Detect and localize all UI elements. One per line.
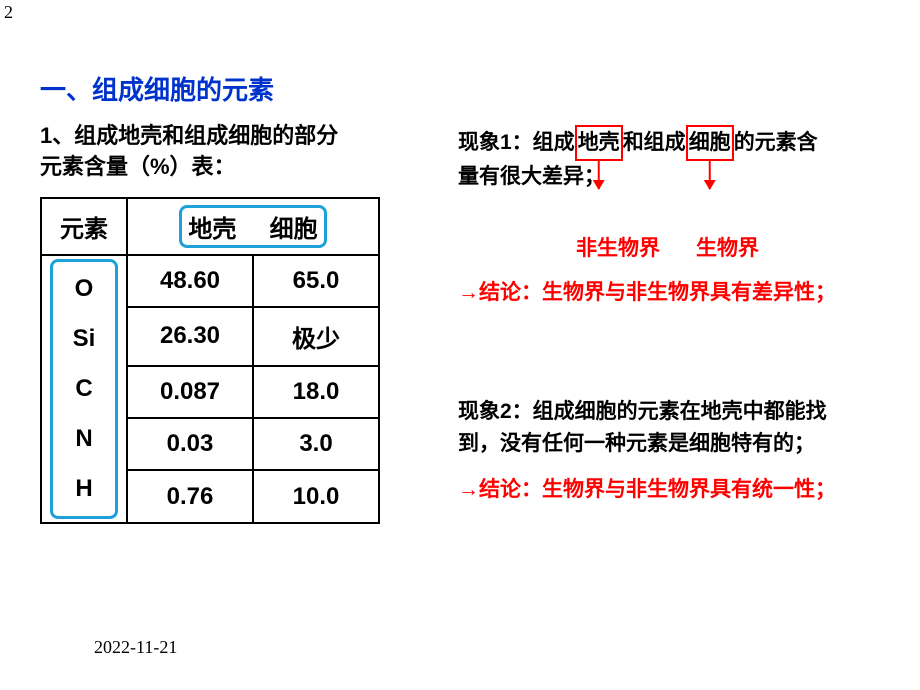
conclusion1-text: →结论：生物界与非生物界具有差异性； bbox=[458, 281, 836, 304]
header-highlight-box: 地壳 细胞 bbox=[179, 205, 326, 248]
cell-cell: 65.0 bbox=[253, 255, 379, 307]
phenomenon-1: 现象1：组成地壳和组成细胞的元素含量有很大差异； bbox=[458, 125, 878, 192]
ph1-mid: 和组成 bbox=[623, 131, 686, 154]
ph1-suf1: 的元素含 bbox=[734, 131, 818, 154]
cell-element: H bbox=[53, 464, 115, 514]
cell-crust: 26.30 bbox=[127, 307, 253, 366]
conclusion-2: →结论：生物界与非生物界具有统一性； bbox=[458, 473, 878, 503]
arrow-down-icon bbox=[597, 159, 600, 189]
conclusion2-text: →结论：生物界与非生物界具有统一性； bbox=[458, 478, 836, 501]
ph1-box2: 细胞 bbox=[689, 131, 731, 154]
label-bio: 生物界 bbox=[696, 237, 759, 260]
slide-content: 一、组成细胞的元素 1、组成地壳和组成细胞的部分 元素含量（%）表： 元素 地壳… bbox=[40, 70, 880, 524]
cell-cell: 18.0 bbox=[253, 366, 379, 418]
table-header-row: 元素 地壳 细胞 bbox=[41, 198, 379, 255]
crust-box: 地壳 bbox=[575, 125, 623, 161]
page-number: 2 bbox=[4, 2, 13, 23]
cell-element: N bbox=[53, 414, 115, 464]
table-caption: 1、组成地壳和组成细胞的部分 元素含量（%）表： bbox=[40, 121, 440, 183]
ph1-prefix: 现象1：组成 bbox=[458, 131, 575, 154]
caption-line1: 1、组成地壳和组成细胞的部分 bbox=[40, 123, 338, 148]
cell-crust: 0.76 bbox=[127, 470, 253, 522]
cell-crust: 0.03 bbox=[127, 418, 253, 470]
section-title: 一、组成细胞的元素 bbox=[40, 70, 880, 107]
th-element: 元素 bbox=[41, 198, 127, 255]
arrow-down-icon bbox=[708, 159, 711, 189]
right-column: 现象1：组成地壳和组成细胞的元素含量有很大差异； 非生物界 生物界 →结论：生物界… bbox=[458, 121, 878, 524]
cell-crust: 48.60 bbox=[127, 255, 253, 307]
th-crust: 地壳 bbox=[188, 216, 236, 243]
ph2-line2: 到，没有任何一种元素是细胞特有的； bbox=[458, 432, 815, 455]
ph1-suf2: 量有很大差异； bbox=[458, 165, 605, 188]
cell-cell: 3.0 bbox=[253, 418, 379, 470]
table-row: O Si C N H 48.60 65.0 bbox=[41, 255, 379, 307]
th-cell: 细胞 bbox=[270, 216, 318, 243]
cell-cell: 10.0 bbox=[253, 470, 379, 522]
ph1-box1: 地壳 bbox=[578, 131, 620, 154]
label-nonbio: 非生物界 bbox=[576, 237, 660, 260]
arrow-labels: 非生物界 生物界 bbox=[458, 232, 878, 262]
phenomenon-2: 现象2：组成细胞的元素在地壳中都能找 到，没有任何一种元素是细胞特有的； bbox=[458, 396, 878, 459]
cell-element: C bbox=[53, 364, 115, 414]
element-col-wrap: O Si C N H bbox=[41, 255, 127, 523]
ph2-line1: 现象2：组成细胞的元素在地壳中都能找 bbox=[458, 400, 827, 423]
element-highlight-box: O Si C N H bbox=[50, 259, 118, 519]
conclusion-1: →结论：生物界与非生物界具有差异性； bbox=[458, 276, 878, 306]
left-column: 1、组成地壳和组成细胞的部分 元素含量（%）表： 元素 地壳 细胞 bbox=[40, 121, 440, 524]
caption-line2: 元素含量（%）表： bbox=[40, 154, 236, 179]
cell-cell: 极少 bbox=[253, 307, 379, 366]
element-table: 元素 地壳 细胞 O Si C N bbox=[40, 197, 380, 524]
cell-crust: 0.087 bbox=[127, 366, 253, 418]
date-footer: 2022-11-21 bbox=[94, 637, 177, 658]
cell-element: O bbox=[53, 264, 115, 314]
cell-element: Si bbox=[53, 314, 115, 364]
th-crust-cell: 地壳 细胞 bbox=[127, 198, 379, 255]
cell-box: 细胞 bbox=[686, 125, 734, 161]
